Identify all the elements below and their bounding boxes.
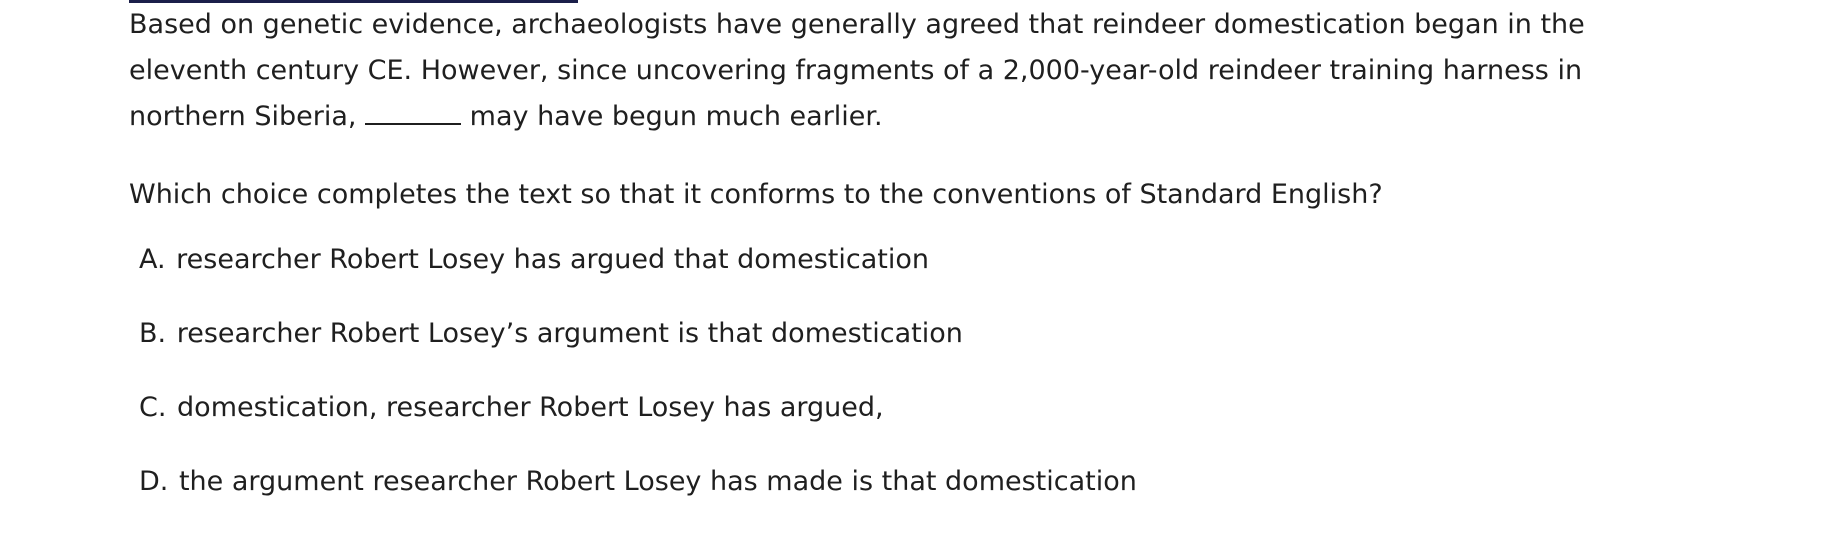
choice-d[interactable]: D. the argument researcher Robert Losey … [139, 459, 1137, 505]
choice-letter: C. [139, 392, 167, 423]
choice-letter: B. [139, 318, 167, 349]
passage-text-after: may have begun much earlier. [461, 101, 883, 132]
question-prompt: Which choice completes the text so that … [129, 179, 1383, 210]
choice-b[interactable]: B. researcher Robert Losey’s argument is… [139, 311, 1137, 357]
blank-line [365, 95, 462, 125]
choice-text: domestication, researcher Robert Losey h… [177, 392, 884, 423]
top-divider [129, 0, 578, 3]
answer-choices: A. researcher Robert Losey has argued th… [139, 237, 1137, 533]
choice-c[interactable]: C. domestication, researcher Robert Lose… [139, 385, 1137, 431]
choice-letter: D. [139, 466, 169, 497]
choice-text: researcher Robert Losey has argued that … [176, 244, 929, 275]
choice-text: the argument researcher Robert Losey has… [178, 466, 1137, 497]
choice-letter: A. [139, 244, 166, 275]
passage-text-before: Based on genetic evidence, archaeologist… [129, 9, 1585, 132]
passage-text: Based on genetic evidence, archaeologist… [129, 2, 1689, 140]
choice-text: researcher Robert Losey’s argument is th… [176, 318, 963, 349]
choice-a[interactable]: A. researcher Robert Losey has argued th… [139, 237, 1137, 283]
